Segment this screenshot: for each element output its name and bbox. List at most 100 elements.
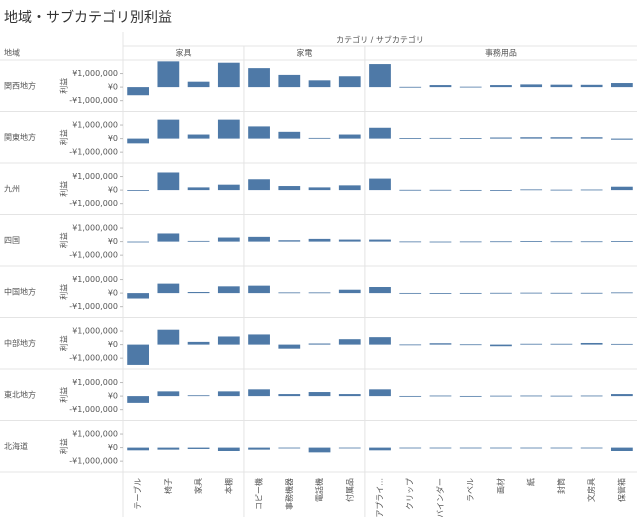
bar <box>217 336 240 345</box>
y-tick-label: -¥1,000,000 <box>69 302 118 311</box>
bar <box>550 137 573 139</box>
y-tick-label: -¥1,000,000 <box>69 251 118 260</box>
bar <box>520 447 543 449</box>
bar <box>369 178 391 191</box>
bar <box>520 241 543 242</box>
bar <box>308 80 331 88</box>
x-tick-label: 付属品 <box>344 478 354 502</box>
y-axis-label: 利益 <box>59 129 69 145</box>
bar <box>157 119 180 139</box>
bar <box>550 292 573 294</box>
bar <box>490 85 512 88</box>
bar <box>248 334 270 345</box>
bar <box>429 189 452 191</box>
bar <box>308 447 331 453</box>
y-tick-label: -¥1,000,000 <box>69 405 118 414</box>
bar <box>187 134 210 139</box>
bar <box>278 344 301 349</box>
bar <box>550 343 573 345</box>
y-tick-label: ¥0 <box>108 83 118 92</box>
bar <box>187 81 210 88</box>
row-label: 四国 <box>4 236 20 245</box>
bar <box>187 187 210 191</box>
bar <box>399 447 422 449</box>
bar <box>278 292 301 294</box>
bar <box>308 392 331 397</box>
bar <box>369 127 391 139</box>
y-tick-label: ¥1,000,000 <box>72 378 118 387</box>
bar <box>399 292 422 294</box>
bar <box>580 342 603 345</box>
bar <box>490 190 512 191</box>
y-tick-label: -¥1,000,000 <box>69 457 118 466</box>
bar <box>550 447 573 449</box>
x-tick-label: 事務機器 <box>284 478 294 510</box>
y-tick-label: ¥0 <box>108 237 118 246</box>
bar <box>248 389 270 397</box>
chart-title: 地域・サブカテゴリ別利益 <box>4 9 172 26</box>
bar <box>429 395 452 397</box>
row-label: 東北地方 <box>4 389 36 399</box>
bar <box>369 287 391 294</box>
x-tick-label: クリップ <box>406 478 415 510</box>
bar <box>369 64 391 88</box>
bar <box>459 189 482 191</box>
y-axis-label: 利益 <box>59 387 69 403</box>
bar <box>459 86 482 88</box>
group-label: 事務用品 <box>485 48 517 58</box>
bar <box>338 76 361 88</box>
y-tick-label: -¥1,000,000 <box>69 354 118 363</box>
bar <box>580 292 603 294</box>
x-tick-label: ラベル <box>466 478 475 502</box>
y-tick-label: ¥0 <box>108 443 118 452</box>
bar <box>610 394 633 397</box>
bar <box>308 238 331 242</box>
bar <box>278 74 301 88</box>
bar <box>490 447 512 449</box>
bar <box>550 189 573 191</box>
y-tick-label: -¥1,000,000 <box>69 199 118 208</box>
bar <box>459 292 482 294</box>
bar <box>580 447 603 449</box>
bar <box>217 237 240 242</box>
bar <box>429 447 452 449</box>
y-tick-label: ¥1,000,000 <box>72 224 118 233</box>
bar <box>610 83 633 88</box>
bar <box>157 172 180 191</box>
bar <box>248 447 270 450</box>
bar <box>520 189 543 191</box>
bar <box>157 447 180 450</box>
bar <box>459 138 482 139</box>
bar <box>399 344 422 346</box>
row-label: 関東地方 <box>4 132 36 142</box>
y-axis-label: 利益 <box>59 335 69 351</box>
y-tick-label: ¥0 <box>108 289 118 298</box>
bar <box>187 292 210 294</box>
bar <box>308 187 331 191</box>
row-label: 中国地方 <box>4 286 36 296</box>
bar <box>399 138 422 139</box>
row-label: 九州 <box>4 184 20 193</box>
x-tick-label: 画材 <box>495 478 505 494</box>
bar <box>459 344 482 346</box>
bar <box>459 395 482 397</box>
bar <box>278 394 301 397</box>
y-tick-label: ¥1,000,000 <box>72 275 118 284</box>
bar <box>490 241 512 243</box>
bar <box>399 241 422 243</box>
group-label: 家電 <box>296 48 312 58</box>
bar <box>127 396 150 403</box>
row-header: 地域 <box>4 48 20 58</box>
bar <box>127 87 150 96</box>
bar <box>308 343 331 345</box>
y-axis-label: 利益 <box>59 78 69 94</box>
bar <box>217 447 240 451</box>
y-tick-label: -¥1,000,000 <box>69 148 118 157</box>
y-tick-label: ¥1,000,000 <box>72 327 118 336</box>
y-axis-label: 利益 <box>59 232 69 248</box>
bar <box>217 391 240 397</box>
y-tick-label: ¥1,000,000 <box>72 69 118 78</box>
bar <box>369 447 391 451</box>
x-tick-label: アプライ... <box>376 478 385 517</box>
